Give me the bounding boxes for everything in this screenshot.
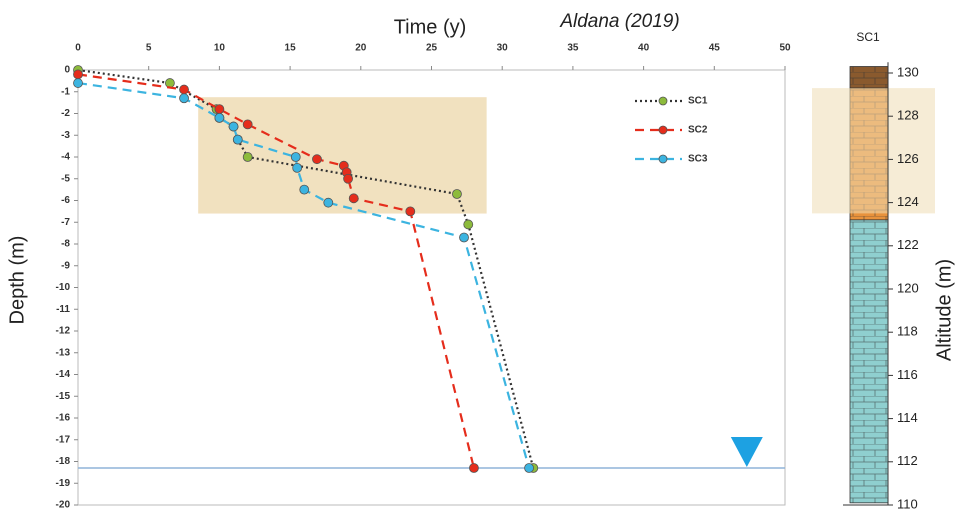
y-tick-label: -14	[56, 369, 71, 380]
y-tick-label: -9	[61, 260, 70, 271]
x-tick-label: 35	[567, 43, 579, 54]
y-tick-label: -5	[61, 173, 70, 184]
highlight-band	[198, 97, 487, 214]
data-point	[179, 84, 189, 95]
x-tick-label: 50	[779, 43, 791, 54]
y-axis-label: Depth (m)	[6, 236, 28, 325]
y-tick-label: 118	[897, 324, 918, 339]
data-point	[214, 104, 225, 115]
y-tick-label: -1	[61, 86, 70, 97]
x-tick-label: 15	[285, 43, 297, 54]
data-point	[343, 173, 353, 184]
y-tick-label: 114	[897, 410, 918, 425]
data-point	[463, 219, 474, 230]
data-point	[242, 152, 253, 162]
highlight-band	[812, 88, 935, 214]
data-point	[323, 197, 334, 208]
data-point	[459, 232, 469, 243]
x-tick-label: 20	[355, 43, 367, 54]
data-point	[299, 184, 310, 195]
legend-label: SC3	[688, 154, 708, 165]
annotation: Aldana (2019)	[559, 11, 679, 32]
y-tick-label: -12	[56, 326, 71, 337]
data-point	[232, 134, 243, 145]
x-axis-label: Time (y)	[394, 16, 467, 38]
y-tick-label: -19	[56, 478, 71, 489]
series-line	[77, 81, 531, 469]
x-tick-label: 30	[497, 43, 509, 54]
y-axis-label: Altitude (m)	[933, 259, 955, 361]
x-tick-label: 0	[75, 43, 81, 54]
data-point	[348, 193, 359, 204]
y-tick-label: -17	[56, 434, 71, 445]
y-tick-label: -18	[56, 456, 71, 467]
x-tick-label: 10	[214, 43, 226, 54]
y-tick-label: -8	[61, 239, 70, 250]
y-tick-label: -6	[61, 195, 70, 206]
y-tick-label: -20	[56, 500, 71, 511]
y-tick-label: 126	[897, 151, 919, 166]
data-point	[312, 154, 322, 165]
data-point	[179, 93, 189, 104]
data-point	[73, 69, 83, 80]
x-tick-label: 45	[709, 43, 721, 54]
data-point	[214, 112, 225, 123]
x-tick-label: 40	[638, 43, 650, 54]
y-tick-label: 112	[897, 453, 918, 468]
y-tick-label: 122	[897, 237, 919, 252]
y-tick-label: -3	[61, 130, 70, 141]
y-tick-label: -4	[61, 152, 70, 163]
x-tick-label: 5	[146, 43, 152, 54]
legend-marker	[658, 125, 668, 135]
data-point	[405, 206, 416, 217]
data-point	[452, 189, 462, 199]
y-tick-label: -16	[56, 413, 71, 424]
y-tick-label: -2	[61, 108, 70, 119]
legend-marker	[658, 154, 668, 164]
data-point	[469, 463, 479, 473]
stratum-pattern	[850, 219, 888, 503]
stratum-pattern	[850, 66, 888, 89]
legend-marker	[658, 96, 668, 106]
y-tick-label: 0	[64, 65, 70, 76]
y-tick-label: -13	[56, 347, 71, 358]
legend-label: SC1	[688, 96, 708, 107]
y-tick-label: -11	[56, 304, 70, 315]
y-tick-label: -7	[61, 217, 70, 228]
x-tick-label: 25	[426, 43, 438, 54]
data-point	[165, 78, 175, 88]
data-point	[73, 78, 83, 88]
y-tick-label: 120	[897, 280, 919, 295]
y-tick-label: 130	[897, 64, 919, 79]
data-point	[228, 121, 239, 132]
chart-title: SC1	[856, 30, 880, 44]
series-line	[77, 73, 475, 469]
legend-label: SC2	[688, 125, 708, 136]
data-point	[524, 463, 534, 473]
water-table-marker	[730, 437, 763, 468]
y-tick-label: -15	[56, 391, 71, 402]
data-point	[242, 119, 253, 130]
data-point	[290, 152, 301, 162]
y-tick-label: 128	[897, 108, 919, 123]
y-tick-label: 124	[897, 194, 919, 209]
y-tick-label: 110	[897, 496, 918, 511]
data-point	[292, 162, 303, 173]
y-tick-label: 116	[897, 367, 918, 382]
y-tick-label: -10	[56, 282, 71, 293]
